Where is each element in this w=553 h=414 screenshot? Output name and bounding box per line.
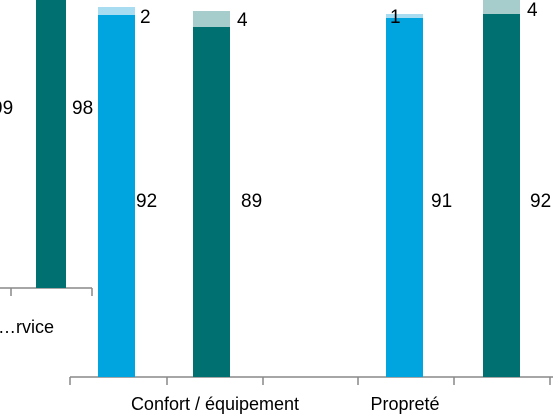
- category-label-proprete: Propreté: [370, 394, 439, 414]
- bar-proprete-1-segment-top: [386, 14, 423, 18]
- data-label-service-2: 98: [72, 98, 93, 119]
- data-label-confort-1: 92: [136, 191, 157, 212]
- data-label-proprete-1: 91: [431, 191, 452, 212]
- data-label-confort-2: 89: [241, 191, 262, 212]
- bar-proprete-2-segment-main: [483, 14, 520, 377]
- bar-confort-1-segment-top: [98, 7, 135, 15]
- x-axis: [69, 376, 553, 385]
- bar-confort-2-segment-main: [193, 27, 230, 377]
- bar-confort-2-segment-top: [193, 11, 230, 27]
- top-label-proprete-1: 1: [390, 7, 401, 28]
- bar-proprete-1-segment-main: [386, 18, 423, 377]
- top-label-confort-1: 2: [140, 7, 151, 28]
- top-label-proprete-2: 4: [527, 0, 538, 21]
- bar-confort-1-segment-main: [98, 15, 135, 377]
- category-label-service: …rvice: [0, 317, 54, 337]
- bar-proprete-2-segment-top: [483, 0, 520, 14]
- bar-service-2: [36, 0, 66, 288]
- data-label-proprete-2: 92: [530, 191, 551, 212]
- group-confort-equipement: 2 92 4 89 Confort / équipement: [98, 7, 299, 414]
- group-proprete: 1 91 4 92 Propreté: [370, 0, 551, 414]
- data-label-service-1: 99: [0, 98, 13, 119]
- group-service: 99 98 …rvice: [0, 0, 93, 337]
- top-label-confort-2: 4: [237, 10, 248, 31]
- category-label-confort: Confort / équipement: [131, 394, 299, 414]
